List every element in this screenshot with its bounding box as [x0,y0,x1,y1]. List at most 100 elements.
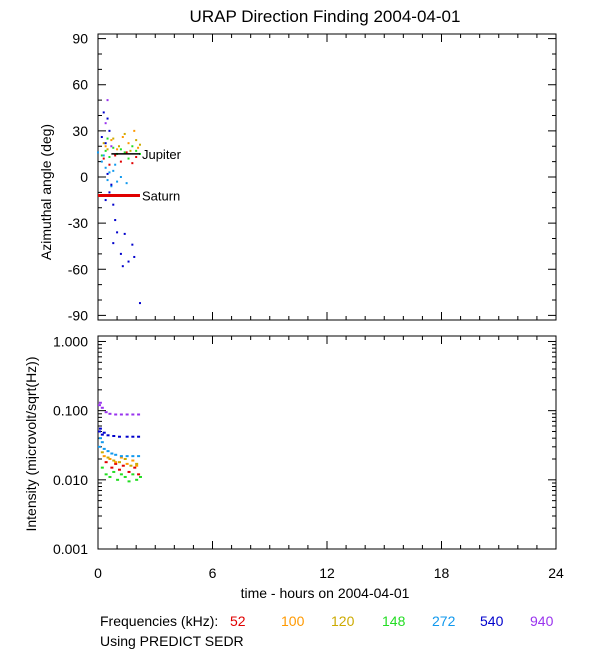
intensity-point-540 [131,435,135,438]
intensity-point-120 [117,461,121,464]
reference-lines: Jupiter Saturn [98,147,182,203]
azimuth-point-940 [106,99,109,102]
intensity-point-272 [137,455,141,458]
intensity-point-148 [112,470,116,473]
intensity-point-272 [110,452,114,455]
intensity-point-940 [104,411,108,414]
azimuth-point-940 [110,145,113,148]
intensity-point-120 [100,451,104,454]
azimuth-point-52 [102,157,105,160]
intensity-y-ticks: 1.000 0.100 0.010 0.001 [53,333,556,557]
intensity-point-148 [123,475,127,478]
azimuth-point-120 [138,143,141,146]
intensity-point-148 [100,466,104,469]
azimuth-point-148 [112,146,115,149]
intensity-point-100 [125,462,129,465]
azimuth-points [97,99,141,305]
intensity-point-100 [135,464,139,467]
azimuth-point-272 [102,154,105,157]
intensity-y-tick-label: 1.000 [53,333,88,349]
intensity-point-272 [98,437,102,440]
intensity-point-148 [104,473,108,476]
azimuth-point-148 [104,149,107,152]
azimuth-point-540 [108,191,111,194]
intensity-point-940 [98,401,102,404]
x-tick-label: 6 [209,565,217,581]
azimuth-point-540 [131,243,134,246]
footnote: Using PREDICT SEDR [100,633,244,649]
azimuth-y-tick-label: 0 [80,169,88,185]
azimuth-point-100 [133,129,136,132]
azimuth-point-540 [100,136,103,139]
saturn-label: Saturn [142,188,180,203]
legend-entry-540: 540 [480,613,504,629]
intensity-point-148 [127,480,131,483]
intensity-point-148 [119,473,123,476]
azimuth-point-540 [121,265,124,268]
intensity-point-540 [97,430,101,433]
intensity-point-52 [114,462,118,465]
intensity-y-axis-label: Intensity (microvolt/sqrt(Hz)) [23,356,39,531]
intensity-point-52 [117,468,121,471]
azimuth-point-52 [135,156,138,159]
intensity-point-120 [135,462,139,465]
azimuth-point-100 [127,142,130,145]
azimuth-point-272 [108,171,111,174]
azimuth-point-540 [104,142,107,145]
intensity-points [97,401,142,483]
intensity-point-940 [97,404,101,407]
intensity-point-272 [97,445,101,448]
intensity-point-540 [125,435,129,438]
azimuth-point-148 [123,151,126,154]
chart-title: URAP Direction Finding 2004-04-01 [190,7,461,26]
intensity-y-tick-label: 0.100 [53,403,88,419]
intensity-point-148 [135,478,139,481]
azimuth-point-100 [104,145,107,148]
azimuth-point-148 [108,156,111,159]
azimuth-y-tick-label: 60 [72,77,88,93]
intensity-point-540 [102,431,106,434]
azimuth-point-120 [123,132,126,135]
intensity-point-540 [117,435,121,438]
intensity-point-52 [121,464,125,467]
intensity-point-148 [116,478,120,481]
intensity-point-100 [119,456,123,459]
intensity-point-940 [125,413,129,416]
x-tick-labels: 0 6 12 18 24 [94,565,564,581]
x-tick-label: 12 [319,565,335,581]
legend-entry-52: 52 [230,613,246,629]
intensity-y-tick-label: 0.010 [53,472,88,488]
intensity-point-120 [123,458,127,461]
azimuth-point-540 [104,199,107,202]
x-axis-label: time - hours on 2004-04-01 [241,585,410,601]
azimuth-point-100 [110,139,113,142]
azimuth-point-272 [119,176,122,178]
azimuth-point-540 [116,231,119,234]
intensity-point-940 [108,412,112,415]
azimuth-point-272 [110,185,113,188]
intensity-point-272 [119,455,123,458]
intensity-point-52 [133,466,137,469]
legend-entry-940: 940 [530,613,554,629]
azimuth-y-tick-label: -30 [68,215,88,231]
intensity-point-940 [119,413,123,416]
azimuth-x-ticks [97,34,557,320]
azimuth-point-148 [127,157,130,160]
azimuth-y-tick-label: 90 [72,31,88,47]
intensity-point-940 [137,413,141,416]
intensity-point-148 [138,475,142,478]
intensity-point-272 [125,455,129,458]
azimuth-point-272 [106,179,109,182]
azimuth-point-148 [100,154,103,157]
azimuth-point-272 [112,169,115,172]
azimuth-point-148 [119,148,122,151]
legend-entry-100: 100 [281,613,305,629]
intensity-point-272 [100,441,104,444]
intensity-point-120 [129,464,133,467]
intensity-point-100 [108,458,112,461]
intensity-point-52 [137,473,141,476]
azimuth-point-272 [125,182,128,185]
intensity-panel-frame [97,335,557,550]
intensity-x-ticks [97,336,557,549]
legend-entry-148: 148 [382,613,406,629]
